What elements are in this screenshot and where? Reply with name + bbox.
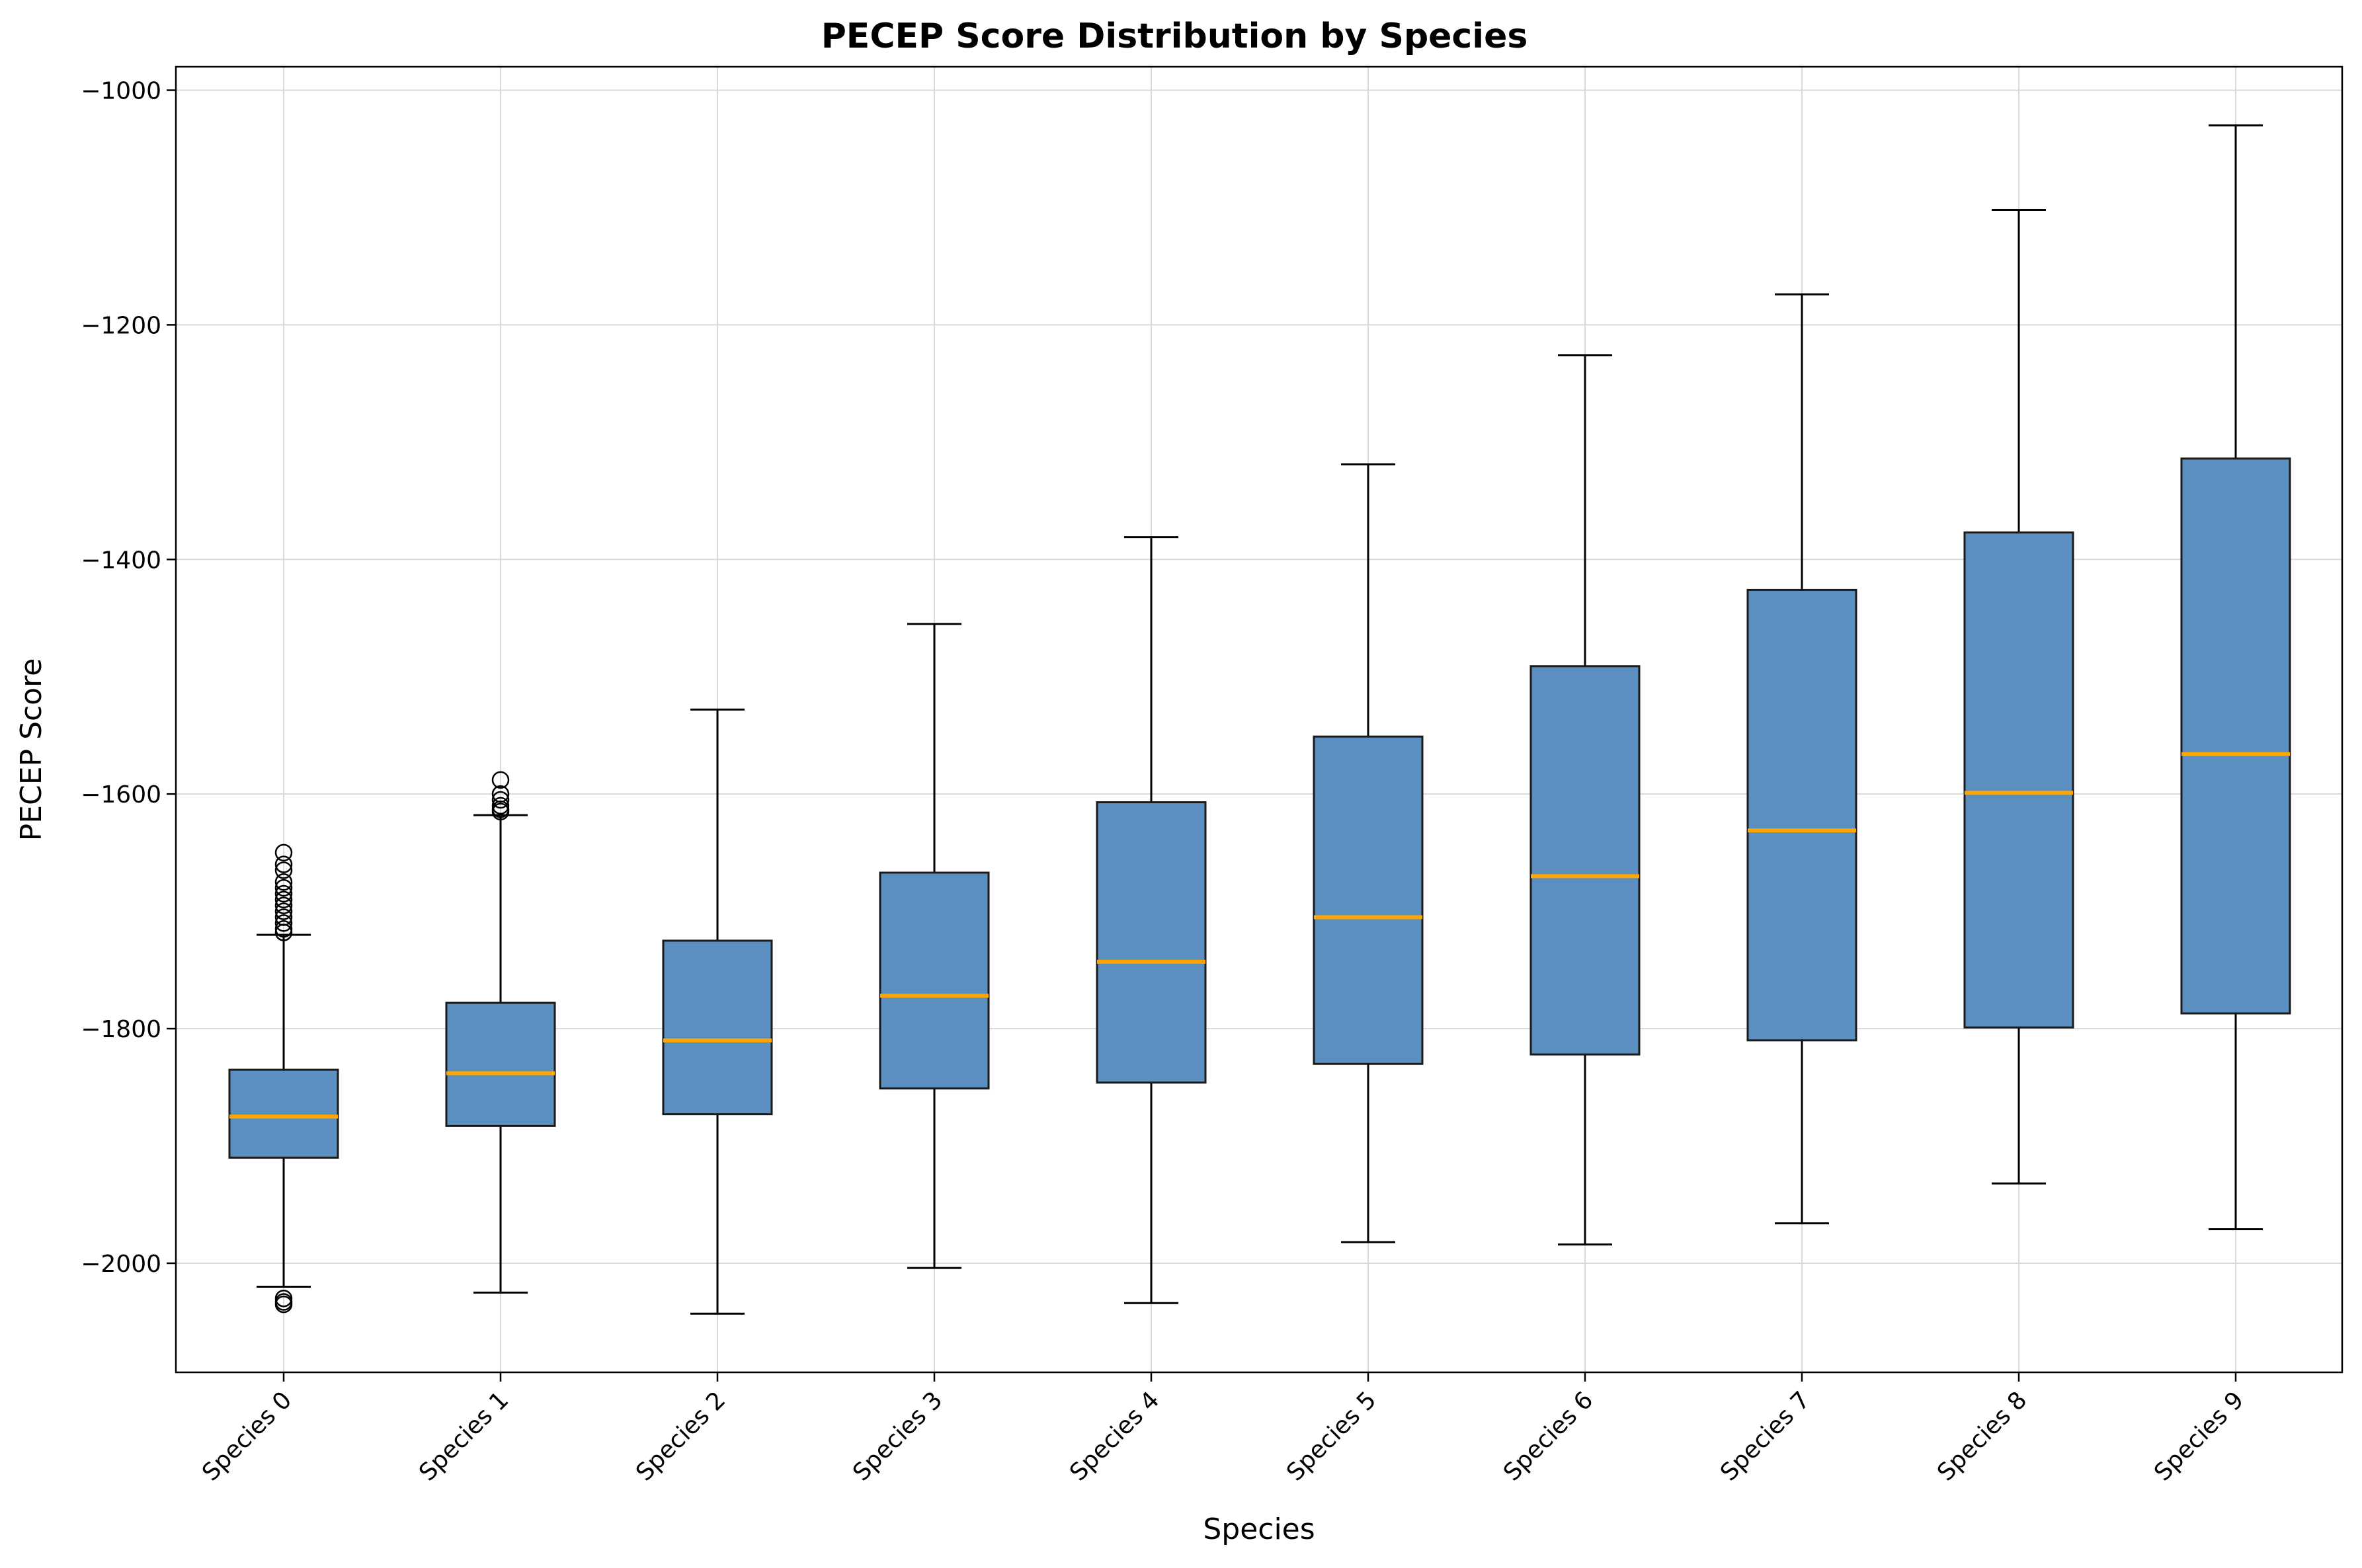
y-tick-label: −1200: [81, 312, 161, 339]
y-tick-label: −1000: [81, 77, 161, 104]
x-tick-label: Species 7: [1715, 1386, 1815, 1486]
iqr-box: [662, 939, 773, 1116]
x-tick-label: Species 9: [2149, 1386, 2249, 1486]
outlier-point: [491, 771, 510, 789]
iqr-box: [1096, 801, 1207, 1084]
x-axis-label: Species: [1203, 1512, 1315, 1546]
plot-area-frame: [175, 65, 2343, 1374]
x-axis-ticks: Species 0 Species 1 Species 2 Species 3 Spec…: [197, 1372, 2249, 1487]
iqr-box: [879, 871, 990, 1090]
iqr-box: [1746, 588, 1857, 1042]
outlier-point: [274, 890, 293, 909]
outlier-point: [274, 873, 293, 891]
x-tick-label: Species 3: [848, 1386, 948, 1486]
outlier-point: [274, 902, 293, 920]
box-0: [228, 843, 339, 1313]
x-tick-label: Species 2: [631, 1386, 731, 1486]
iqr-box: [445, 1001, 556, 1127]
outlier-point: [274, 879, 293, 897]
y-axis-ticks: −1000 −1200 −1400 −1600 −1800 −2000: [81, 77, 176, 1278]
y-tick-label: −1600: [81, 781, 161, 808]
x-tick-label: Species 5: [1282, 1386, 1381, 1486]
box-3: [879, 623, 990, 1269]
iqr-box: [228, 1068, 339, 1159]
x-tick-label: Species 1: [414, 1386, 514, 1486]
x-tick-label: Species 8: [1932, 1386, 2032, 1486]
box-5: [1313, 463, 1424, 1243]
x-tick-label: Species 0: [197, 1386, 297, 1486]
outlier-point: [274, 843, 293, 862]
y-tick-label: −1400: [81, 547, 161, 574]
y-axis-label: PECEP Score: [15, 658, 48, 842]
box-7: [1746, 293, 1857, 1225]
box-9: [2180, 124, 2291, 1231]
iqr-box: [1529, 665, 1641, 1056]
outlier-point: [274, 855, 293, 873]
box-2: [662, 708, 773, 1315]
iqr-box: [1313, 735, 1424, 1065]
box-4: [1096, 536, 1207, 1304]
box-1: [445, 771, 556, 1294]
outlier-point: [274, 884, 293, 903]
chart-title: PECEP Score Distribution by Species: [821, 17, 1528, 56]
iqr-box: [1963, 531, 2074, 1029]
outlier-point: [491, 791, 510, 809]
box-6: [1529, 354, 1641, 1246]
box-8: [1963, 208, 2074, 1185]
y-tick-label: −2000: [81, 1251, 161, 1278]
outlier-point: [274, 861, 293, 879]
y-tick-label: −1800: [81, 1016, 161, 1043]
outlier-point: [274, 896, 293, 915]
outlier-point: [274, 914, 293, 932]
outlier-point: [274, 1295, 293, 1313]
iqr-box: [2180, 457, 2291, 1015]
outlier-point: [491, 803, 510, 821]
box-series: [228, 124, 2291, 1315]
x-tick-label: Species 4: [1065, 1386, 1164, 1486]
x-tick-label: Species 6: [1498, 1386, 1598, 1486]
outlier-point: [274, 923, 293, 941]
